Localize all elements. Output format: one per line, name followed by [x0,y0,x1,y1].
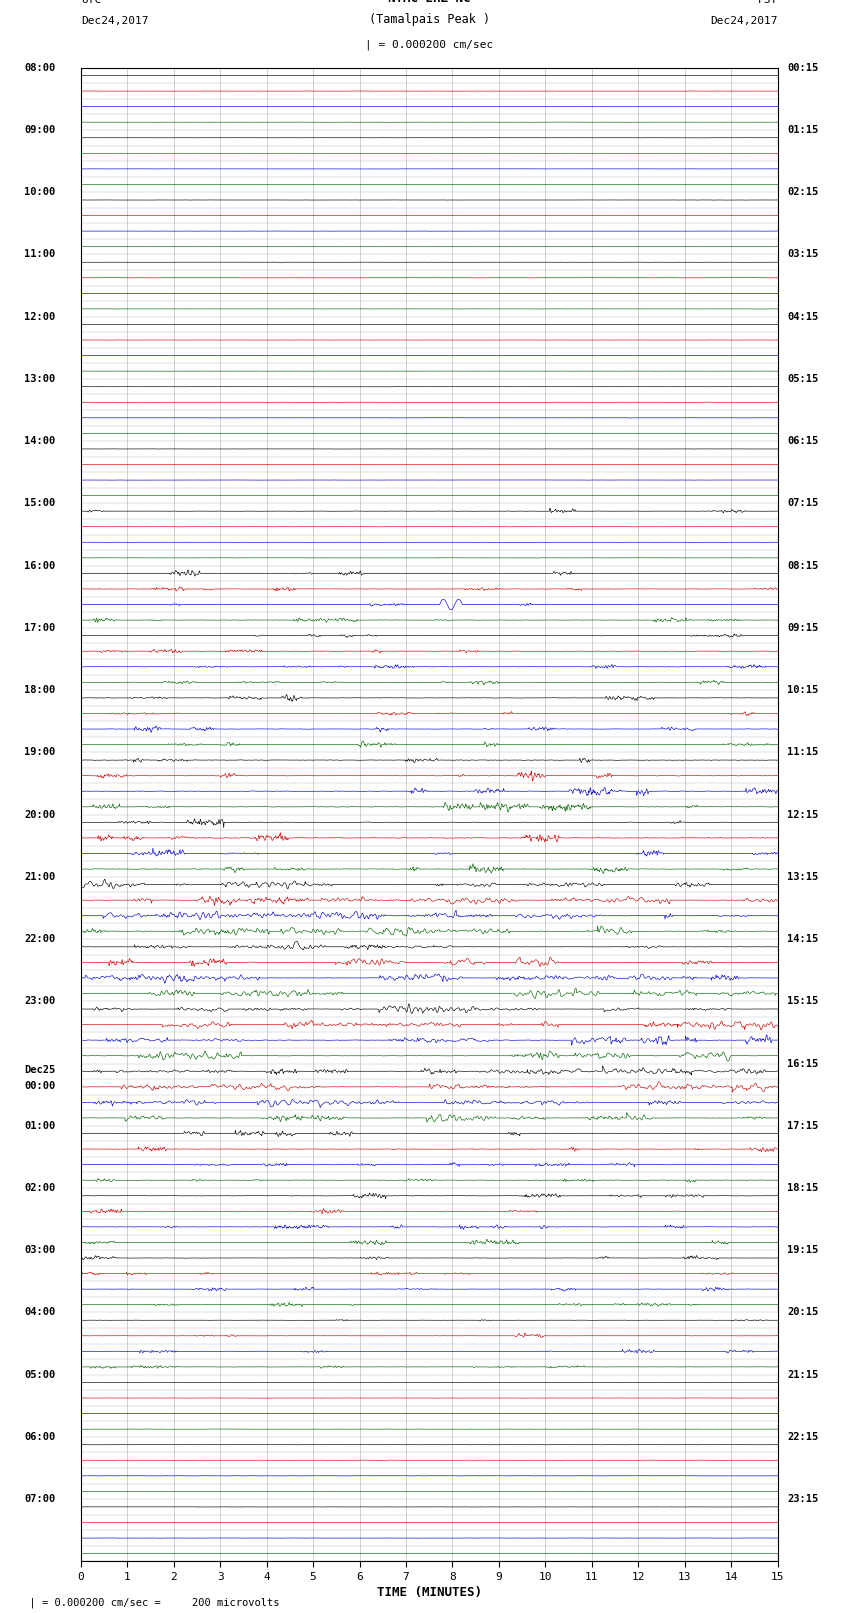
Text: 15:00: 15:00 [24,498,55,508]
Text: Dec25: Dec25 [24,1065,55,1074]
Text: 06:15: 06:15 [787,436,819,447]
Text: (Tamalpais Peak ): (Tamalpais Peak ) [369,13,490,26]
Text: 10:15: 10:15 [787,686,819,695]
Text: 10:00: 10:00 [24,187,55,197]
Text: 13:00: 13:00 [24,374,55,384]
Text: | = 0.000200 cm/sec =     200 microvolts: | = 0.000200 cm/sec = 200 microvolts [17,1597,280,1608]
Text: 18:15: 18:15 [787,1182,819,1194]
Text: 16:00: 16:00 [24,561,55,571]
Text: 14:00: 14:00 [24,436,55,447]
Text: 03:15: 03:15 [787,250,819,260]
Text: 02:15: 02:15 [787,187,819,197]
Text: 14:15: 14:15 [787,934,819,944]
Text: 01:00: 01:00 [24,1121,55,1131]
Text: 08:00: 08:00 [24,63,55,73]
Text: 17:00: 17:00 [24,623,55,632]
X-axis label: TIME (MINUTES): TIME (MINUTES) [377,1586,482,1598]
Text: 04:00: 04:00 [24,1308,55,1318]
Text: 01:15: 01:15 [787,124,819,135]
Text: 13:15: 13:15 [787,871,819,882]
Text: Dec24,2017: Dec24,2017 [711,16,778,26]
Text: 07:15: 07:15 [787,498,819,508]
Text: 18:00: 18:00 [24,686,55,695]
Text: 21:00: 21:00 [24,871,55,882]
Text: 20:15: 20:15 [787,1308,819,1318]
Text: 15:15: 15:15 [787,997,819,1007]
Text: 22:00: 22:00 [24,934,55,944]
Text: 05:00: 05:00 [24,1369,55,1379]
Text: 11:00: 11:00 [24,250,55,260]
Text: 21:15: 21:15 [787,1369,819,1379]
Text: 09:00: 09:00 [24,124,55,135]
Text: 23:00: 23:00 [24,997,55,1007]
Text: 22:15: 22:15 [787,1432,819,1442]
Text: 17:15: 17:15 [787,1121,819,1131]
Text: 11:15: 11:15 [787,747,819,758]
Text: | = 0.000200 cm/sec: | = 0.000200 cm/sec [366,39,493,50]
Text: 05:15: 05:15 [787,374,819,384]
Text: PST: PST [757,0,778,5]
Text: 12:00: 12:00 [24,311,55,321]
Text: 19:15: 19:15 [787,1245,819,1255]
Text: 20:00: 20:00 [24,810,55,819]
Text: 00:15: 00:15 [787,63,819,73]
Text: NTAC EHZ NC: NTAC EHZ NC [388,0,471,5]
Text: 16:15: 16:15 [787,1058,819,1068]
Text: 23:15: 23:15 [787,1494,819,1505]
Text: 00:00: 00:00 [24,1081,55,1090]
Text: 19:00: 19:00 [24,747,55,758]
Text: 02:00: 02:00 [24,1182,55,1194]
Text: UTC: UTC [81,0,101,5]
Text: 03:00: 03:00 [24,1245,55,1255]
Text: 06:00: 06:00 [24,1432,55,1442]
Text: 12:15: 12:15 [787,810,819,819]
Text: 08:15: 08:15 [787,561,819,571]
Text: Dec24,2017: Dec24,2017 [81,16,148,26]
Text: 09:15: 09:15 [787,623,819,632]
Text: 04:15: 04:15 [787,311,819,321]
Text: 07:00: 07:00 [24,1494,55,1505]
